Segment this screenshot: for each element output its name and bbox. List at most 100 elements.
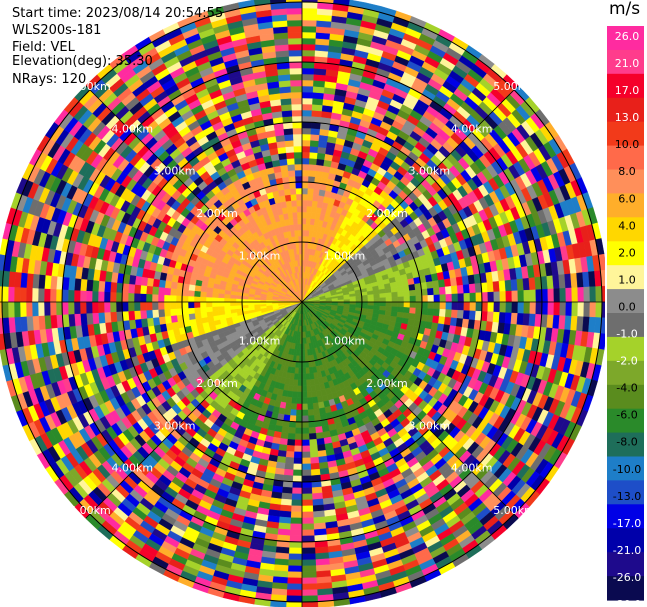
velocity-gate <box>292 379 299 387</box>
velocity-gate <box>379 305 387 312</box>
velocity-gate <box>286 595 303 603</box>
velocity-gate <box>301 169 310 177</box>
velocity-gate <box>49 301 57 316</box>
velocity-gate <box>151 301 159 311</box>
velocity-gate <box>391 291 399 298</box>
velocity-gate <box>109 291 117 303</box>
velocity-gate <box>293 445 303 453</box>
velocity-gate <box>279 510 292 518</box>
velocity-gate <box>301 499 313 507</box>
velocity-gate <box>589 286 597 303</box>
velocity-gate <box>409 295 417 303</box>
velocity-gate <box>306 397 313 405</box>
velocity-gate <box>481 301 489 312</box>
velocity-gate <box>493 301 501 313</box>
velocity-gate <box>409 307 417 315</box>
velocity-gate <box>286 577 303 585</box>
velocity-gate <box>49 288 57 303</box>
velocity-gate <box>301 175 309 183</box>
velocity-gate <box>98 312 106 324</box>
velocity-gate <box>188 283 196 291</box>
velocity-gate <box>385 292 393 298</box>
velocity-gate <box>306 211 312 219</box>
velocity-gate <box>301 25 317 33</box>
velocity-gate <box>193 307 201 314</box>
velocity-gate <box>79 290 87 303</box>
velocity-gate <box>301 67 315 75</box>
velocity-gate <box>44 274 52 290</box>
velocity-gate <box>241 304 249 309</box>
velocity-gate <box>79 301 87 314</box>
velocity-gate <box>187 301 195 309</box>
velocity-gate <box>301 217 307 225</box>
velocity-gate <box>298 355 303 363</box>
velocity-gate <box>510 279 518 292</box>
velocity-gate <box>361 298 369 303</box>
velocity-gate <box>288 553 303 561</box>
velocity-gate <box>433 301 441 310</box>
velocity-gate <box>301 31 317 39</box>
velocity-gate <box>301 361 306 369</box>
velocity-gate <box>97 301 105 313</box>
velocity-gate <box>92 279 100 292</box>
velocity-gate <box>541 301 549 316</box>
velocity-gate <box>565 301 573 317</box>
velocity-gate <box>504 279 512 292</box>
velocity-gate <box>110 311 118 323</box>
velocity-gate <box>205 291 213 298</box>
velocity-gate <box>516 278 524 291</box>
velocity-gate <box>293 457 303 465</box>
velocity-gate <box>301 355 306 363</box>
velocity-gate <box>552 274 560 290</box>
velocity-gate <box>486 311 494 323</box>
velocity-gate <box>301 13 318 21</box>
velocity-gate <box>91 301 99 314</box>
velocity-gate <box>522 277 530 291</box>
velocity-gate <box>311 396 319 404</box>
velocity-gate <box>279 504 292 512</box>
velocity-gate <box>139 301 147 311</box>
velocity-gate <box>127 283 136 294</box>
velocity-gate <box>301 133 312 141</box>
velocity-gate <box>312 498 324 506</box>
velocity-gate <box>139 293 147 303</box>
velocity-gate <box>55 301 63 316</box>
velocity-gate <box>301 127 312 135</box>
velocity-gate <box>121 301 129 312</box>
velocity-gate <box>510 312 518 325</box>
velocity-gate <box>169 287 177 296</box>
velocity-gate <box>38 315 46 330</box>
velocity-gate <box>199 306 207 313</box>
velocity-gate <box>205 296 213 303</box>
velocity-gate <box>301 151 311 159</box>
velocity-gate <box>61 289 69 303</box>
velocity-gate <box>304 349 308 357</box>
velocity-gate <box>295 415 303 423</box>
velocity-gate <box>301 403 308 411</box>
velocity-gate <box>301 379 307 387</box>
velocity-gate <box>7 286 15 303</box>
velocity-gate <box>445 301 453 311</box>
velocity-gate <box>559 301 567 317</box>
velocity-gate <box>296 403 303 411</box>
velocity-gate <box>315 432 324 440</box>
velocity-gate <box>297 373 303 381</box>
velocity-gate <box>188 313 196 321</box>
velocity-gate <box>535 301 543 315</box>
velocity-gate <box>218 309 226 316</box>
velocity-gate <box>181 307 189 315</box>
velocity-gate <box>301 505 314 513</box>
velocity-gate <box>288 547 303 555</box>
velocity-gate <box>247 301 255 306</box>
velocity-gate <box>511 301 519 314</box>
velocity-gate <box>301 565 317 573</box>
velocity-gate <box>175 301 183 309</box>
velocity-gate <box>301 97 313 105</box>
velocity-gate <box>301 397 308 405</box>
velocity-gate <box>301 61 315 69</box>
velocity-gate <box>103 301 111 313</box>
ppi-scan-plot: 1.00km1.00km1.00km1.00km2.00km2.00km2.00… <box>0 0 605 607</box>
velocity-gate <box>541 288 549 303</box>
velocity-gate <box>314 426 323 434</box>
velocity-gate <box>1 286 9 303</box>
